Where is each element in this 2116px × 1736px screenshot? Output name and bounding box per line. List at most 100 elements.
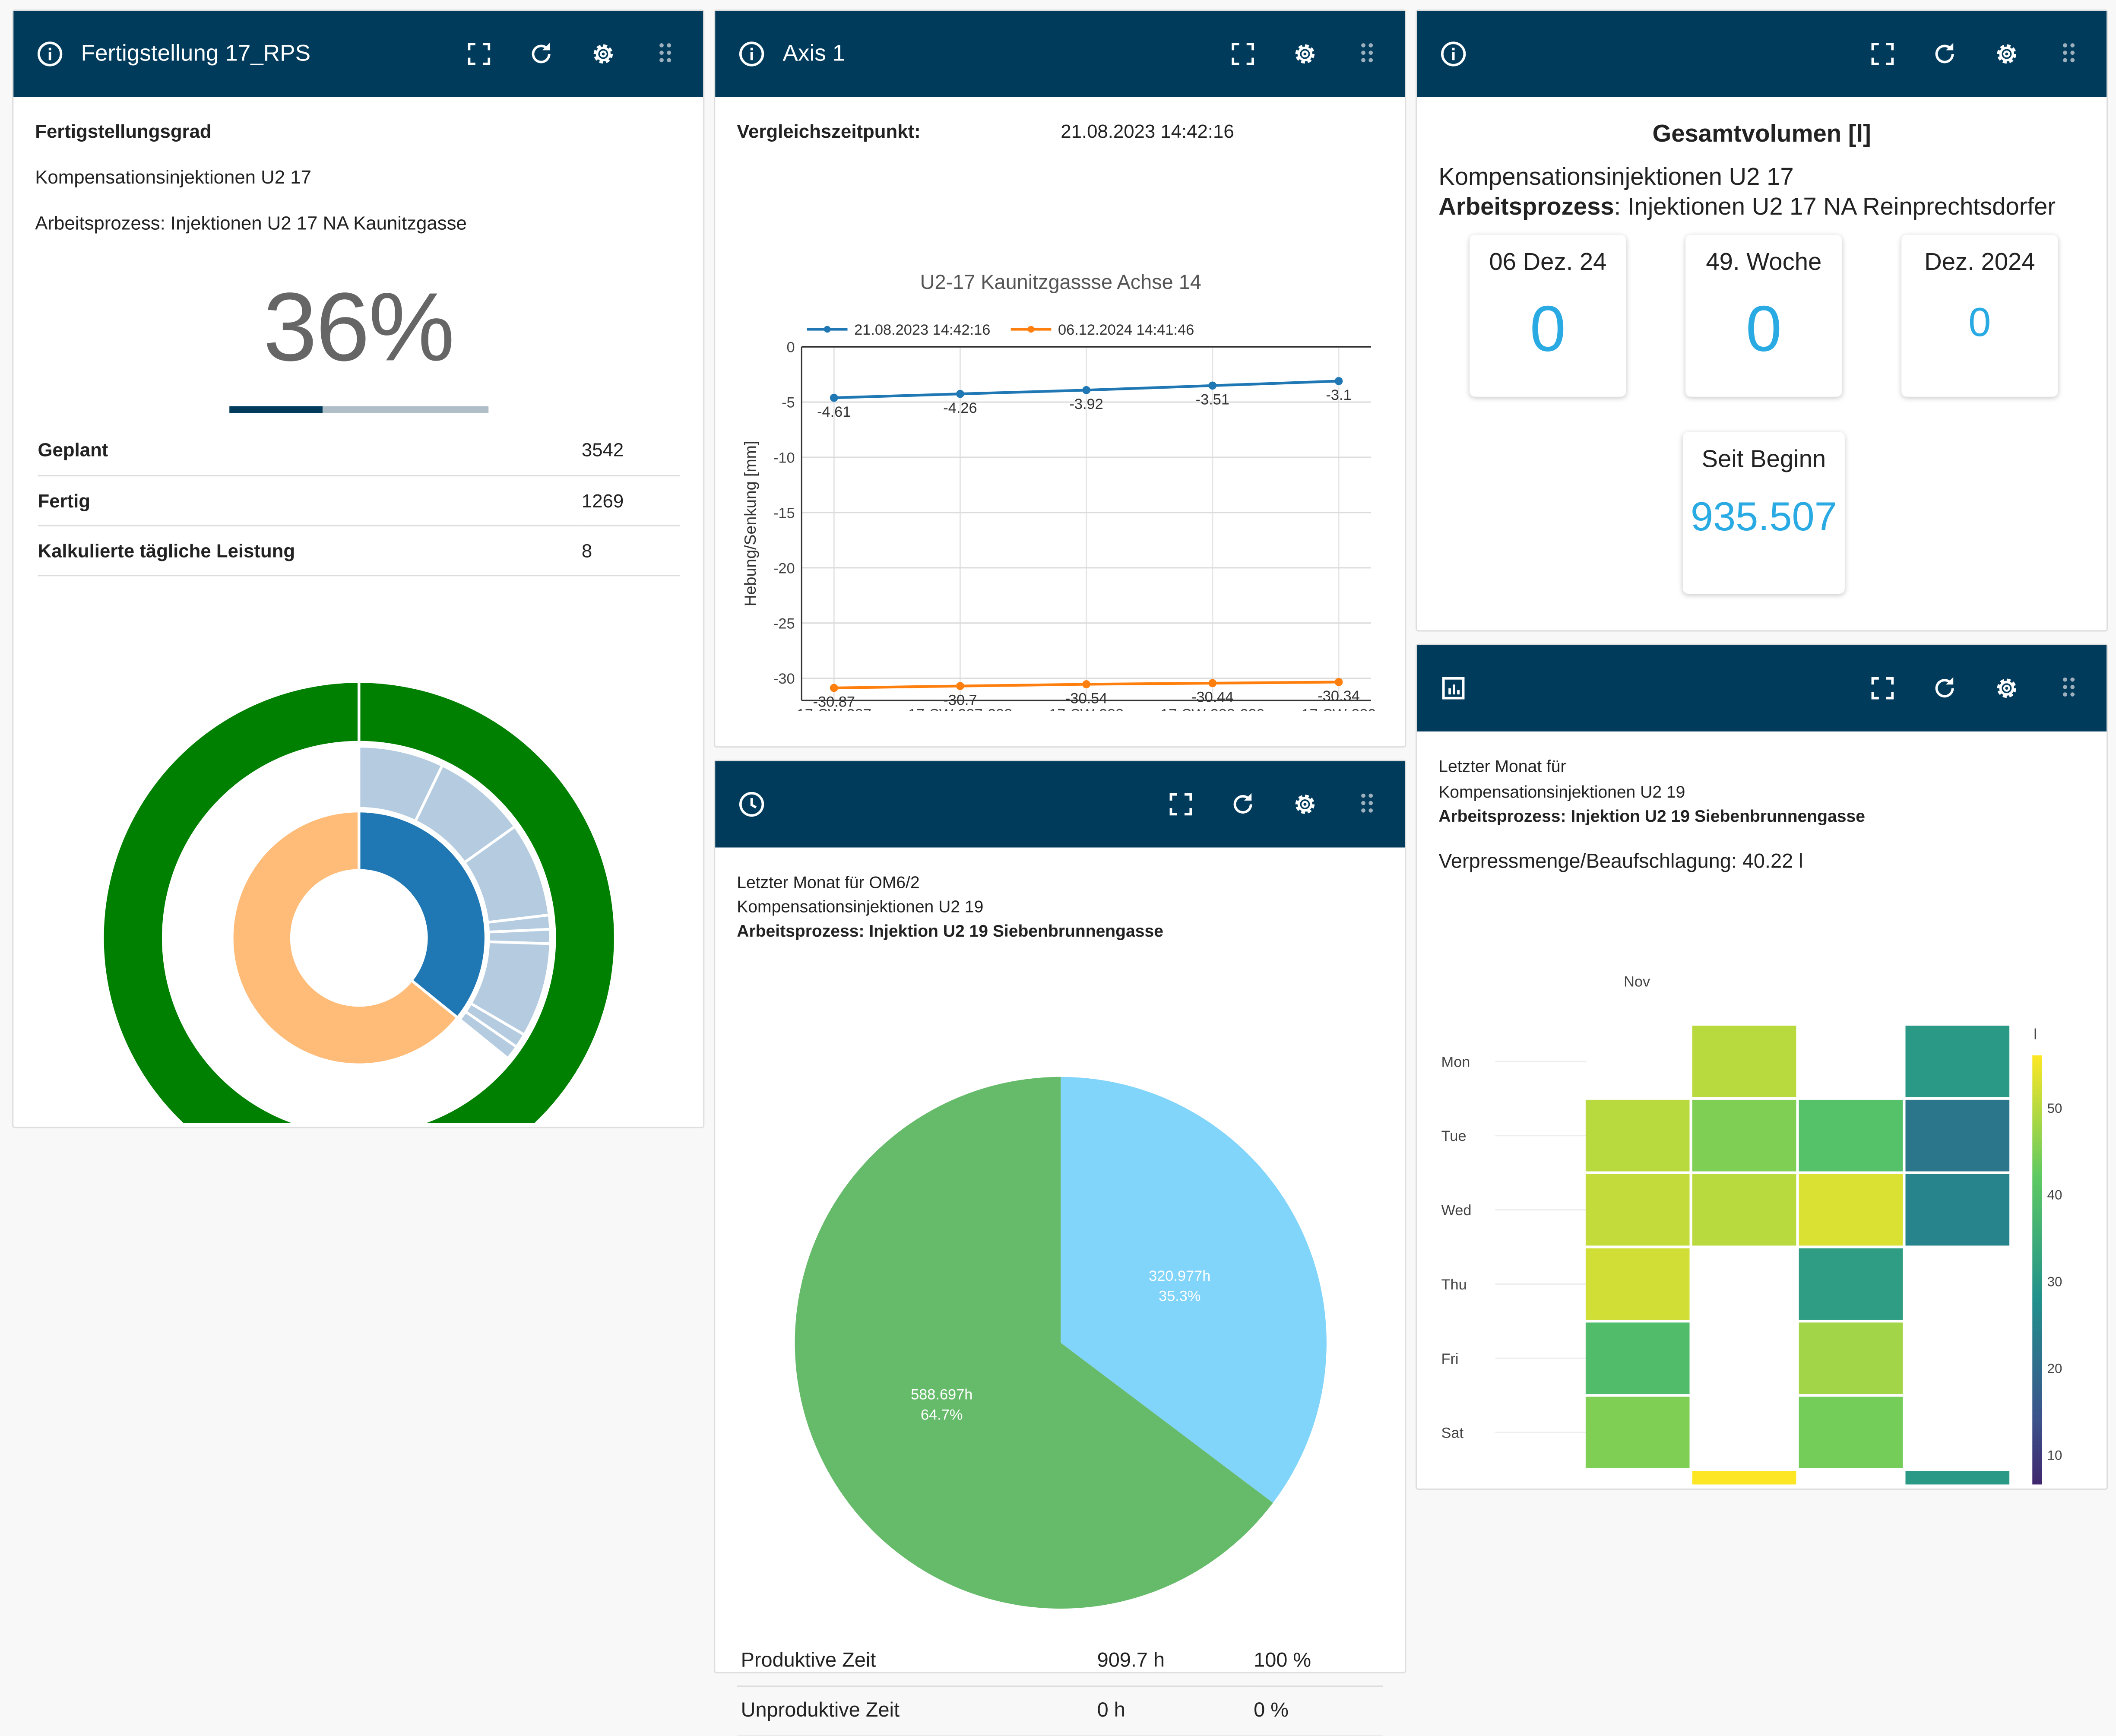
heatmap-cell — [1692, 1174, 1796, 1246]
drag-handle-icon[interactable] — [2053, 672, 2085, 704]
clock-icon[interactable] — [737, 789, 767, 819]
month-label: Nov — [1624, 973, 1650, 990]
stat-day: 06 Dez. 24 0 — [1470, 235, 1626, 397]
heatmap-cell — [1799, 1100, 1903, 1172]
compare-label: Vergleichszeitpunkt: — [737, 120, 920, 142]
data-label: -4.26 — [943, 400, 977, 416]
table-row: Kalkulierte tägliche Leistung 8 — [38, 525, 681, 575]
gear-icon[interactable] — [1289, 788, 1321, 820]
slice-value-label: 320.977h — [1149, 1268, 1210, 1284]
heatmap-cell — [1586, 1100, 1690, 1172]
gear-icon[interactable] — [1289, 38, 1321, 70]
info-icon[interactable] — [35, 39, 65, 69]
completion-percent: 36% — [13, 272, 703, 383]
legend-marker — [824, 326, 831, 333]
fullscreen-icon[interactable] — [1227, 38, 1259, 70]
stat-value: 935.507 — [1683, 495, 1845, 541]
refresh-icon[interactable] — [1227, 788, 1259, 820]
data-label: -4.61 — [817, 404, 851, 420]
y-tick-label: -15 — [773, 505, 795, 521]
stat-total: Seit Beginn 935.507 — [1683, 432, 1845, 594]
data-label: -30.54 — [1065, 690, 1107, 706]
refresh-icon[interactable] — [1929, 38, 1961, 70]
y-tick-label: -10 — [773, 450, 795, 466]
card-title: Fertigstellung 17_RPS — [81, 41, 434, 68]
completion-table: Geplant 3542 Fertig 1269 Kalkulierte täg… — [38, 425, 681, 575]
axis-card: Axis 1 Vergleichszeitpunkt: 21.08.2023 1… — [714, 10, 1406, 748]
productive-label: Produktive Zeit — [737, 1636, 1097, 1686]
period-label: Letzter Monat für — [1438, 757, 1566, 776]
project-name: Kompensationsinjektionen U2 19 — [1438, 783, 1685, 802]
colorbar-title: l — [2034, 1026, 2037, 1042]
heatmap-cell — [1906, 1026, 2010, 1097]
calendar-heatmap: NovMonTueWedThuFriSatSunl01020304050 — [1417, 891, 2106, 1485]
data-point — [956, 682, 964, 690]
card-title: Axis 1 — [783, 41, 1197, 68]
heatmap-cell — [1799, 1248, 1903, 1320]
stat-week: 49. Woche 0 — [1685, 235, 1842, 397]
fullscreen-icon[interactable] — [463, 38, 495, 70]
heatmap-cell — [1799, 1397, 1903, 1468]
data-point — [1082, 386, 1090, 394]
refresh-icon[interactable] — [525, 38, 558, 70]
fullscreen-icon[interactable] — [1866, 672, 1899, 704]
drag-handle-icon[interactable] — [1351, 38, 1383, 70]
axis-card-header: Axis 1 — [715, 11, 1405, 97]
heatmap-cell — [1799, 1323, 1903, 1394]
stat-label: 49. Woche — [1685, 248, 1842, 277]
heatmap-cell — [1692, 1471, 1796, 1484]
work-process: Arbeitsprozess: Injektion U2 19 Siebenbr… — [737, 922, 1163, 941]
stat-month: Dez. 2024 0 — [1901, 235, 2058, 397]
progress-bar — [229, 406, 488, 413]
stat-label: Seit Beginn — [1683, 445, 1845, 474]
data-label: -3.92 — [1069, 396, 1103, 412]
line-chart: U2-17 Kaunitzgassse Achse 140-5-10-15-20… — [715, 171, 1405, 711]
daily-rate-label: Kalkulierte tägliche Leistung — [38, 525, 582, 575]
table-row: Produktive Zeit 909.7 h 100 % — [737, 1636, 1383, 1686]
y-tick-label: -20 — [773, 560, 795, 577]
table-row: Geplant 3542 — [38, 425, 681, 475]
productive-hours: 909.7 h — [1097, 1636, 1254, 1686]
gear-icon[interactable] — [587, 38, 619, 70]
stat-value: 0 — [1685, 293, 1842, 367]
info-icon[interactable] — [737, 39, 767, 69]
heatmap-cell — [1586, 1174, 1690, 1246]
slice-value-label: 588.697h — [911, 1386, 972, 1403]
y-tick-label: -5 — [782, 395, 795, 411]
productive-percent: 100 % — [1254, 1636, 1383, 1686]
colorbar-tick-label: 20 — [2047, 1361, 2062, 1376]
data-point — [1208, 679, 1216, 687]
refresh-icon[interactable] — [1929, 672, 1961, 704]
period-label: Letzter Monat für OM6/2 — [737, 873, 919, 892]
drag-handle-icon[interactable] — [649, 38, 681, 70]
info-icon[interactable] — [1438, 39, 1468, 69]
planned-label: Geplant — [38, 425, 582, 475]
weekday-label: Thu — [1441, 1277, 1467, 1293]
gear-icon[interactable] — [1990, 672, 2023, 704]
gear-icon[interactable] — [1990, 38, 2023, 70]
drag-handle-icon[interactable] — [2053, 38, 2085, 70]
work-process: Arbeitsprozess: Injektion U2 19 Siebenbr… — [1438, 807, 1865, 826]
stat-value: 0 — [1470, 293, 1626, 367]
completion-heading: Fertigstellungsgrad — [35, 120, 211, 142]
data-label: -30.7 — [943, 692, 977, 708]
data-point — [1335, 377, 1343, 385]
chart-icon[interactable] — [1438, 673, 1468, 703]
done-value: 1269 — [582, 475, 680, 525]
data-label: -30.44 — [1191, 689, 1233, 706]
fullscreen-icon[interactable] — [1866, 38, 1899, 70]
heatmap-cell — [1586, 1248, 1690, 1320]
project-name: Kompensationsinjektionen U2 17 — [35, 166, 311, 187]
heatmap-cell — [1586, 1397, 1690, 1468]
progress-bar-fill — [229, 406, 323, 413]
slice-percent-label: 35.3% — [1159, 1288, 1201, 1305]
volume-title: Gesamtvolumen [l] — [1417, 120, 2106, 149]
drag-handle-icon[interactable] — [1351, 788, 1383, 820]
heatmap-card-header — [1417, 645, 2106, 732]
colorbar-tick-label: 50 — [2047, 1101, 2062, 1116]
heatmap-cell — [1906, 1100, 2010, 1172]
time-card-header — [715, 761, 1405, 848]
unproductive-hours: 0 h — [1097, 1685, 1254, 1736]
fullscreen-icon[interactable] — [1165, 788, 1197, 820]
weekday-label: Wed — [1441, 1202, 1472, 1219]
